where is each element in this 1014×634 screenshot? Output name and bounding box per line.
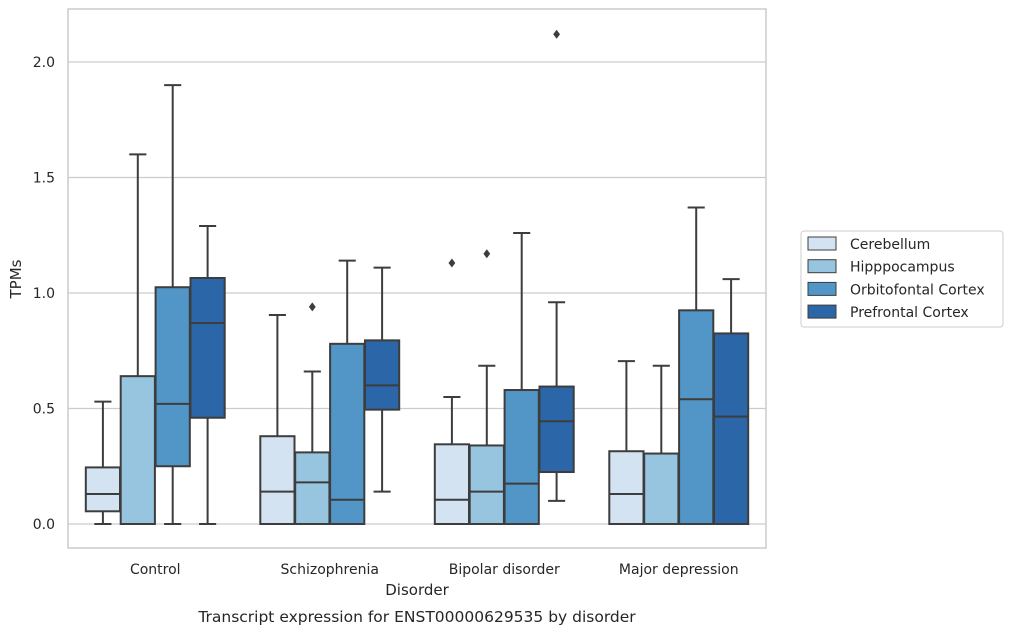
box-iqr: [468, 444, 505, 525]
box-prefrontal-cortex: [363, 266, 401, 493]
legend-label: Prefrontal Cortex: [850, 305, 969, 321]
y-axis-label: TPMs: [7, 259, 25, 299]
legend-swatch: [807, 236, 837, 251]
x-tick-label: Bipolar disorder: [449, 562, 560, 578]
box-iqr: [643, 452, 680, 526]
box-orbitofontal-cortex: [678, 206, 715, 526]
y-tick-label: 1.0: [33, 286, 55, 302]
box-iqr: [363, 339, 401, 411]
box-iqr: [678, 309, 715, 526]
x-tick-label: Major depression: [619, 562, 739, 578]
box-orbitofontal-cortex: [154, 84, 191, 525]
boxes: [84, 29, 750, 526]
box-iqr: [154, 286, 191, 468]
box-cerebellum: [433, 258, 471, 525]
box-hipppocampus: [468, 249, 505, 525]
plot-area-frame: [67, 8, 767, 549]
outlier-point: [483, 249, 491, 259]
legend: Cerebellum Hipppocampus Orbitofontal Corte…: [800, 230, 1004, 328]
outlier-point: [553, 29, 560, 39]
outlier-point: [448, 258, 456, 268]
box-iqr: [189, 276, 226, 419]
y-tick-label: 0.0: [33, 517, 55, 533]
x-tick-label: Control: [130, 562, 181, 578]
outlier-point: [308, 302, 316, 312]
box-cerebellum: [608, 360, 645, 525]
box-iqr: [329, 342, 366, 525]
box-cerebellum: [84, 400, 122, 525]
y-tick-label: 0.5: [33, 402, 55, 418]
legend-label: Hipppocampus: [850, 260, 955, 276]
box-prefrontal-cortex: [712, 278, 750, 525]
box-prefrontal-cortex: [538, 29, 575, 502]
legend-swatch: [807, 281, 837, 296]
box-iqr: [608, 450, 645, 525]
x-tick-label: Schizophrenia: [281, 562, 379, 578]
box-hipppocampus: [119, 153, 156, 525]
legend-swatch: [807, 304, 837, 319]
box-orbitofontal-cortex: [503, 231, 540, 525]
box-iqr: [294, 451, 331, 526]
legend-frame: [800, 230, 1004, 328]
box-iqr: [84, 466, 122, 513]
box-iqr: [119, 375, 156, 525]
chart-caption: Transcript expression for ENST0000062953…: [197, 608, 636, 626]
y-tick-label: 1.5: [33, 171, 55, 187]
box-hipppocampus: [294, 302, 331, 526]
box-hipppocampus: [643, 364, 680, 526]
y-axis-ticks: 0.0 0.5 1.0 1.5 2.0: [33, 55, 55, 533]
box-iqr: [503, 389, 540, 525]
box-iqr: [433, 443, 471, 525]
box-iqr: [538, 385, 575, 474]
box-iqr: [712, 332, 750, 525]
x-axis-ticks: Control Schizophrenia Bipolar disorder Majo…: [130, 562, 739, 578]
box-iqr: [259, 435, 296, 525]
x-axis-label: Disorder: [385, 581, 449, 599]
y-tick-label: 2.0: [33, 55, 55, 71]
box-prefrontal-cortex: [189, 225, 226, 525]
legend-label: Cerebellum: [850, 237, 930, 253]
box-orbitofontal-cortex: [329, 259, 366, 525]
legend-swatch: [807, 259, 837, 274]
box-cerebellum: [259, 313, 296, 525]
legend-label: Orbitofontal Cortex: [850, 282, 985, 298]
